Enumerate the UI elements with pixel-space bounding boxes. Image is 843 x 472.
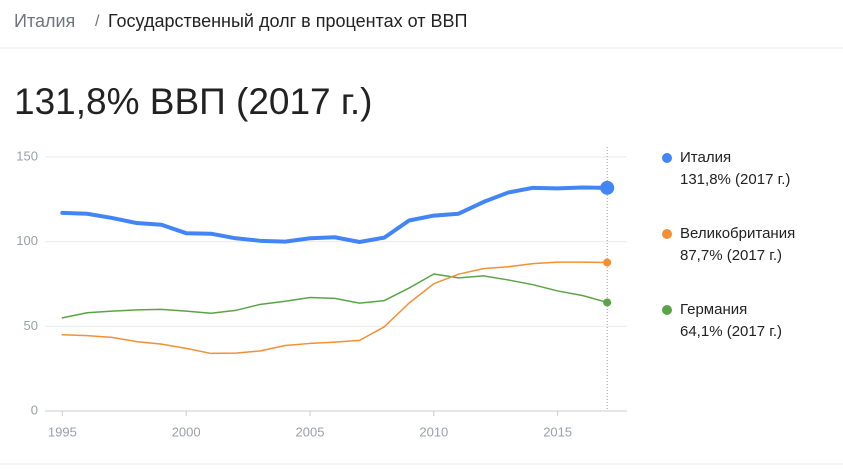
series-line	[60, 185, 610, 245]
legend-marker	[662, 229, 672, 239]
headline: 131,8% ВВП (2017 г.)	[14, 81, 373, 122]
y-tick-label: 50	[24, 318, 38, 333]
end-point	[600, 180, 615, 195]
legend-label: Германия	[680, 301, 747, 318]
end-point	[603, 258, 612, 267]
y-tick-label: 100	[16, 233, 38, 248]
legend-value: 64,1% (2017 г.)	[680, 323, 782, 340]
x-tick-label: 2015	[543, 424, 572, 439]
breadcrumb-separator: /	[95, 13, 100, 30]
legend-value: 87,7% (2017 г.)	[680, 247, 782, 264]
legend-label: Италия	[680, 149, 731, 166]
end-point	[603, 298, 612, 307]
series-line	[61, 261, 608, 355]
legend-value: 131,8% (2017 г.)	[680, 171, 790, 188]
legend-label: Великобритания	[680, 225, 795, 242]
y-tick-label: 150	[16, 148, 38, 163]
legend-marker	[662, 305, 672, 315]
series-line	[61, 273, 608, 319]
x-tick-label: 1995	[48, 424, 77, 439]
x-tick-label: 2000	[172, 424, 201, 439]
breadcrumb-country[interactable]: Италия	[14, 11, 75, 31]
breadcrumb-title: Государственный долг в процентах от ВВП	[108, 11, 467, 31]
x-tick-label: 2005	[296, 424, 325, 439]
x-tick-label: 2010	[419, 424, 448, 439]
legend-marker	[662, 153, 672, 163]
y-tick-label: 0	[31, 402, 38, 417]
